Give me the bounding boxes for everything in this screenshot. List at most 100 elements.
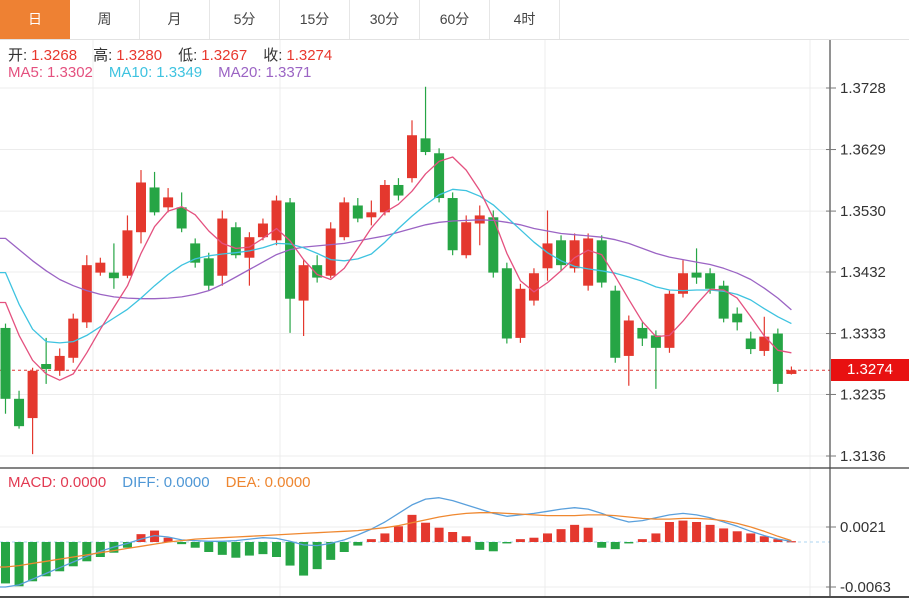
candle-body [271, 200, 282, 241]
low-label: 低: [178, 47, 198, 64]
candle-body [285, 202, 296, 299]
axis-label: 1.3629 [840, 142, 886, 159]
low-value: 1.3267 [201, 47, 248, 64]
candle-body [108, 272, 119, 279]
axis-label: -0.0063 [840, 579, 891, 596]
macd-bar [475, 542, 485, 550]
tab-0[interactable]: 日 [0, 0, 70, 39]
candle-body [637, 327, 648, 339]
ma10-label: MA10: [108, 64, 153, 81]
candle-body [650, 335, 661, 348]
macd-bar [14, 542, 24, 587]
axis-label: 1.3235 [840, 386, 886, 403]
axis-label: 1.3136 [840, 448, 886, 465]
macd-bar [705, 524, 715, 542]
macd-bar [285, 542, 295, 566]
candle-body [41, 364, 52, 369]
candle-body [664, 293, 675, 348]
macd-bar [177, 542, 187, 545]
tab-4[interactable]: 15分 [280, 0, 350, 39]
candle-body [54, 355, 65, 371]
macd-bar [746, 533, 756, 542]
high-label: 高: [93, 47, 113, 64]
tab-2[interactable]: 月 [140, 0, 210, 39]
macd-bar [41, 542, 51, 577]
candle-body [14, 398, 25, 427]
candle-body [623, 320, 634, 356]
macd-bar [543, 533, 552, 542]
candle-body [759, 336, 770, 351]
macd-bar [515, 539, 525, 542]
candle-body [705, 273, 716, 289]
candle-body [190, 243, 201, 263]
macd-bar [759, 536, 769, 542]
macd-bar [529, 537, 539, 542]
candle-body [203, 258, 214, 286]
dea-label: DEA: [225, 474, 261, 491]
macd-bar [339, 542, 349, 552]
ma20-value: 1.3371 [265, 64, 312, 81]
candle-body [461, 222, 472, 256]
close-label: 收: [263, 47, 283, 64]
high-value: 1.3280 [116, 47, 163, 64]
candle-body [678, 273, 688, 294]
ma5-line [0, 156, 792, 381]
macd-bar [217, 542, 227, 555]
macd-bar [393, 526, 403, 542]
macd-bar [68, 542, 78, 567]
candle-body [596, 240, 607, 283]
macd-bar [610, 542, 620, 550]
macd-bar [299, 542, 309, 576]
candle-body [515, 288, 526, 338]
open-value: 1.3268 [31, 47, 78, 64]
tab-3[interactable]: 5分 [210, 0, 280, 39]
candle-body [488, 217, 499, 273]
candle-body [379, 184, 390, 213]
macd-bar [55, 542, 65, 572]
candle-body [610, 290, 621, 358]
ma10-line [0, 188, 792, 344]
macd-label: MACD: [8, 474, 57, 491]
macd-bar [556, 529, 566, 542]
macd-bar [380, 533, 390, 542]
macd-bar [488, 542, 498, 552]
candle-body [772, 333, 783, 384]
tab-1[interactable]: 周 [70, 0, 140, 39]
macd-bar [82, 542, 92, 562]
candle-body [217, 218, 228, 276]
candle-body [556, 240, 567, 266]
candle-body [312, 265, 323, 278]
macd-bar [624, 542, 634, 544]
macd-bar [407, 514, 417, 542]
macd-bar [732, 531, 742, 542]
tab-7[interactable]: 4时 [490, 0, 560, 39]
tab-5[interactable]: 30分 [350, 0, 420, 39]
candle-body [81, 265, 92, 323]
candle-body [569, 240, 580, 269]
macd-bar [28, 542, 38, 582]
macd-bar [231, 542, 241, 558]
macd-bar [163, 537, 173, 542]
diff-value: 0.0000 [163, 474, 210, 491]
ma5-label: MA5: [8, 64, 44, 81]
macd-bar [244, 542, 254, 556]
candle-body [176, 207, 187, 229]
macd-bar [95, 542, 105, 557]
candle-body [122, 230, 133, 276]
macd-bar [502, 542, 512, 544]
macd-bar [326, 542, 336, 560]
ma5-value: 1.3302 [47, 64, 93, 81]
candle-body [447, 198, 458, 251]
macd-bar [272, 542, 281, 557]
macd-bar [448, 532, 458, 542]
axis-label: 1.3432 [840, 264, 886, 281]
macd-bar [421, 522, 431, 542]
tab-6[interactable]: 60分 [420, 0, 490, 39]
macd-value: 0.0000 [60, 474, 107, 491]
macd-bar [204, 542, 214, 552]
candle-body [691, 272, 702, 278]
ma-readout: MA5: 1.3302 MA10: 1.3349 MA20: 1.3371 [8, 64, 315, 81]
macd-bar [583, 527, 593, 542]
